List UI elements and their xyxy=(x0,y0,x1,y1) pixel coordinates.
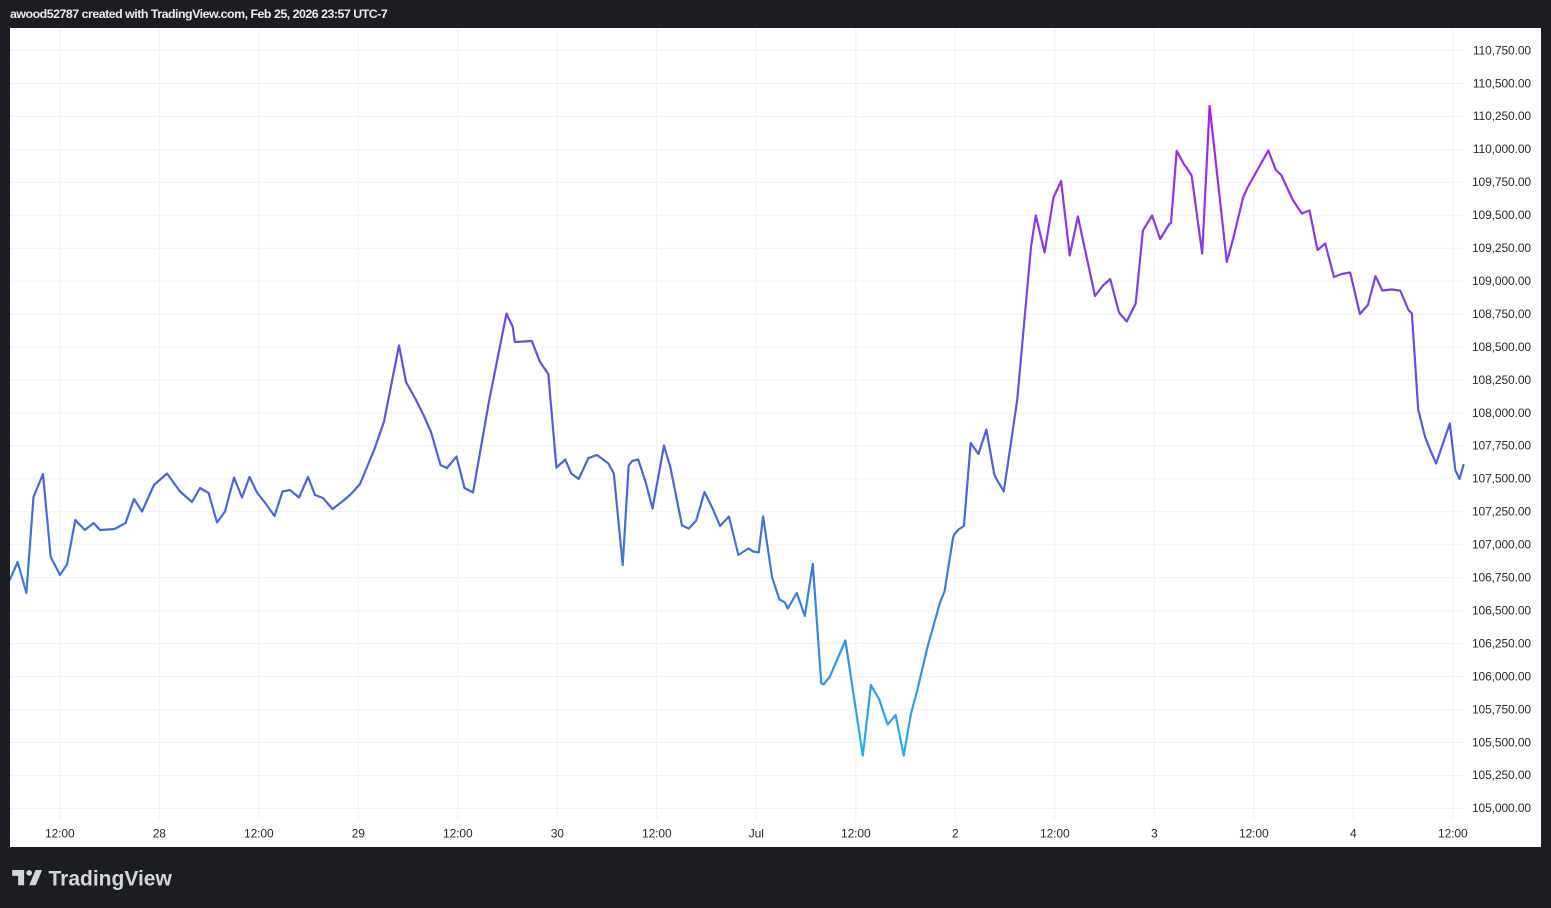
svg-text:105,500.00: 105,500.00 xyxy=(1472,735,1531,749)
svg-text:106,000.00: 106,000.00 xyxy=(1472,669,1531,683)
svg-text:107,000.00: 107,000.00 xyxy=(1472,538,1531,552)
svg-text:108,500.00: 108,500.00 xyxy=(1472,340,1531,354)
svg-text:108,750.00: 108,750.00 xyxy=(1472,307,1531,321)
svg-text:106,750.00: 106,750.00 xyxy=(1472,571,1531,585)
svg-text:109,250.00: 109,250.00 xyxy=(1472,241,1531,255)
svg-text:108,250.00: 108,250.00 xyxy=(1472,373,1531,387)
svg-text:12:00: 12:00 xyxy=(642,827,672,841)
svg-text:4: 4 xyxy=(1350,827,1357,841)
svg-text:107,500.00: 107,500.00 xyxy=(1472,472,1531,486)
svg-text:106,250.00: 106,250.00 xyxy=(1472,636,1531,650)
svg-text:30: 30 xyxy=(551,827,565,841)
svg-text:12:00: 12:00 xyxy=(443,827,473,841)
svg-text:12:00: 12:00 xyxy=(1040,827,1070,841)
svg-text:110,750.00: 110,750.00 xyxy=(1473,43,1532,57)
svg-text:109,500.00: 109,500.00 xyxy=(1472,208,1531,222)
svg-text:110,500.00: 110,500.00 xyxy=(1473,76,1532,90)
svg-text:109,000.00: 109,000.00 xyxy=(1472,274,1531,288)
svg-text:12:00: 12:00 xyxy=(841,827,871,841)
svg-text:108,000.00: 108,000.00 xyxy=(1472,406,1531,420)
svg-text:12:00: 12:00 xyxy=(45,827,75,841)
svg-text:3: 3 xyxy=(1151,827,1158,841)
svg-text:12:00: 12:00 xyxy=(1239,827,1269,841)
svg-text:107,250.00: 107,250.00 xyxy=(1472,505,1531,519)
svg-text:12:00: 12:00 xyxy=(1438,827,1468,841)
svg-text:12:00: 12:00 xyxy=(244,827,274,841)
svg-text:28: 28 xyxy=(153,827,167,841)
svg-text:105,250.00: 105,250.00 xyxy=(1472,768,1531,782)
svg-text:110,250.00: 110,250.00 xyxy=(1473,109,1532,123)
svg-text:TradingView: TradingView xyxy=(49,867,173,890)
svg-text:106,500.00: 106,500.00 xyxy=(1472,604,1531,618)
svg-text:109,750.00: 109,750.00 xyxy=(1472,175,1531,189)
svg-text:2: 2 xyxy=(952,827,959,841)
svg-text:Jul: Jul xyxy=(749,827,764,841)
svg-text:110,000.00: 110,000.00 xyxy=(1473,142,1532,156)
svg-text:107,750.00: 107,750.00 xyxy=(1472,439,1531,453)
svg-text:29: 29 xyxy=(352,827,366,841)
svg-text:105,750.00: 105,750.00 xyxy=(1472,702,1531,716)
svg-text:105,000.00: 105,000.00 xyxy=(1472,801,1531,815)
